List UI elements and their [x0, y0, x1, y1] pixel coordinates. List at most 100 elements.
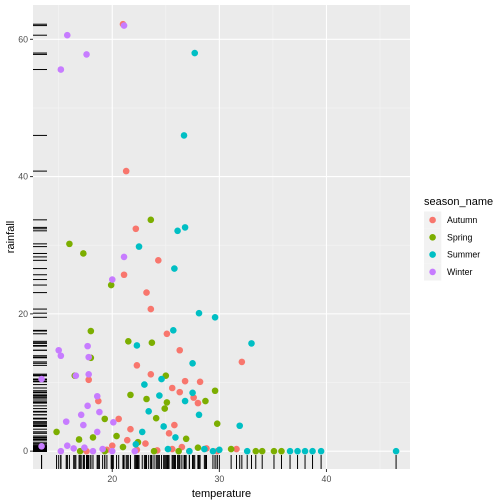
y-tick-label: 40: [18, 172, 28, 182]
point-spring: [182, 435, 190, 443]
point-summer: [189, 389, 196, 397]
point-winter: [38, 443, 45, 450]
point-autumn: [168, 384, 176, 392]
point-summer: [294, 447, 301, 455]
point-summer: [201, 445, 208, 453]
point-winter: [57, 66, 65, 73]
point-spring: [252, 447, 260, 455]
point-winter: [72, 372, 80, 379]
point-winter: [63, 31, 71, 39]
point-summer: [135, 243, 143, 250]
point-autumn: [132, 225, 140, 233]
y-axis-title: rainfall: [5, 221, 17, 253]
point-summer: [181, 397, 189, 405]
plot-panel: [33, 5, 410, 469]
point-winter: [120, 22, 128, 29]
point-summer: [180, 132, 188, 139]
x-rug: [41, 455, 397, 469]
point-autumn: [120, 271, 128, 279]
point-summer: [209, 447, 217, 455]
point-summer: [171, 265, 178, 272]
point-spring: [127, 391, 134, 399]
point-autumn: [115, 415, 122, 423]
point-spring: [175, 447, 182, 455]
point-autumn: [196, 378, 204, 386]
point-spring: [53, 428, 60, 436]
point-spring: [150, 447, 158, 455]
point-winter: [57, 352, 65, 360]
y-tick-label: 0: [23, 446, 28, 456]
point-summer: [243, 447, 251, 455]
point-winter: [83, 51, 90, 58]
point-winter: [99, 445, 106, 453]
point-spring: [194, 444, 202, 452]
point-winter: [85, 353, 92, 361]
point-autumn: [147, 370, 155, 378]
point-summer: [186, 447, 193, 455]
point-summer: [236, 422, 244, 430]
point-winter: [81, 444, 88, 452]
point-spring: [87, 327, 95, 335]
point-winter: [77, 411, 85, 419]
point-winter: [70, 445, 77, 452]
point-autumn: [123, 436, 131, 444]
data-points: [38, 20, 400, 455]
x-tick-label: 40: [322, 474, 332, 484]
point-spring: [278, 447, 285, 455]
point-summer: [216, 446, 223, 454]
legend-label-spring: Spring: [447, 232, 473, 242]
point-summer: [132, 440, 140, 448]
point-winter: [57, 447, 65, 455]
point-autumn: [176, 346, 184, 354]
point-autumn: [85, 376, 92, 384]
point-spring: [211, 387, 219, 395]
point-winter: [93, 392, 101, 400]
point-spring: [147, 216, 155, 224]
point-summer: [145, 408, 152, 415]
point-winter: [62, 418, 70, 425]
point-summer: [195, 309, 203, 317]
point-spring: [119, 443, 127, 451]
point-autumn: [133, 362, 141, 369]
point-winter: [80, 421, 87, 429]
point-autumn: [171, 421, 178, 429]
point-spring: [258, 447, 266, 455]
point-summer: [286, 447, 294, 455]
point-summer: [317, 447, 325, 455]
point-spring: [148, 339, 156, 347]
point-winter: [108, 276, 116, 283]
point-spring: [227, 445, 235, 453]
point-summer: [191, 49, 199, 57]
point-winter: [110, 419, 117, 426]
point-spring: [270, 447, 278, 455]
point-summer: [164, 445, 172, 453]
point-autumn: [165, 430, 173, 437]
point-winter: [89, 447, 97, 455]
point-summer: [181, 224, 189, 231]
legend-label-autumn: Autumn: [447, 215, 477, 225]
point-summer: [138, 428, 146, 436]
legend-swatch-autumn: [429, 216, 436, 224]
point-spring: [113, 432, 120, 440]
point-winter: [38, 375, 45, 383]
point-winter: [131, 447, 139, 455]
x-axis-ticks: 20 30 40: [107, 469, 331, 484]
point-spring: [101, 415, 109, 423]
point-winter: [84, 402, 91, 410]
minor-gridlines: [33, 5, 410, 469]
point-winter: [93, 428, 101, 436]
x-tick-label: 20: [107, 474, 117, 484]
point-winter: [96, 408, 103, 416]
point-summer: [189, 359, 196, 367]
legend: season_name Autumn Spring Summer Winter: [424, 196, 493, 281]
legend-swatch-summer: [429, 251, 436, 258]
x-axis-title: temperature: [192, 488, 251, 500]
point-spring: [163, 399, 171, 406]
point-autumn: [147, 305, 155, 313]
legend-swatch-spring: [429, 234, 436, 241]
point-summer: [170, 327, 177, 334]
point-summer: [301, 447, 309, 455]
point-autumn: [108, 442, 116, 449]
point-summer: [156, 392, 163, 399]
